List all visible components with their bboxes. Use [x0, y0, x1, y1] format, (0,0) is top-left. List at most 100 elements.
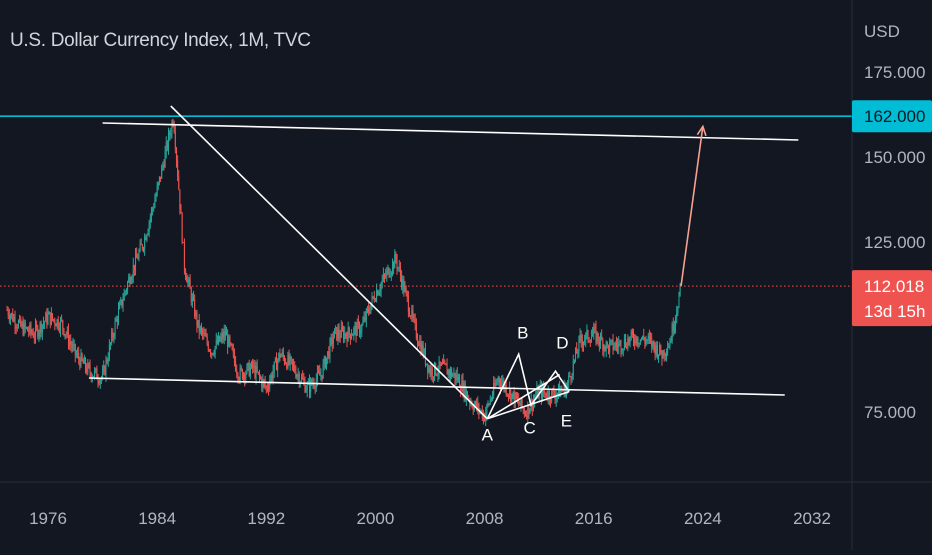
- candle-body: [293, 364, 295, 366]
- candle-body: [665, 353, 667, 355]
- candle-body: [667, 348, 669, 354]
- candle-body: [7, 310, 9, 316]
- candle-body: [517, 398, 519, 400]
- candle-body: [561, 390, 563, 392]
- candle-body: [343, 330, 345, 340]
- candle-body: [651, 338, 653, 347]
- candle-body: [453, 372, 455, 375]
- candle-body: [430, 368, 432, 376]
- candle-body: [464, 383, 466, 400]
- candle-body: [174, 131, 176, 149]
- candle-body: [675, 316, 677, 327]
- candle-body: [241, 369, 243, 379]
- candle-body: [494, 382, 496, 387]
- candle-body: [332, 338, 334, 345]
- candle-body: [95, 368, 97, 371]
- candle-body: [596, 333, 598, 342]
- candle-body: [326, 357, 328, 368]
- candle-body: [474, 401, 476, 406]
- candle-body: [212, 353, 214, 355]
- candle-body: [75, 354, 77, 356]
- candle-body: [407, 296, 409, 313]
- candle-body: [79, 359, 81, 367]
- candle-body: [363, 317, 365, 322]
- candle-body: [129, 277, 131, 284]
- candle-body: [329, 340, 331, 358]
- candle-body: [143, 248, 144, 250]
- candle-body: [34, 325, 36, 338]
- candle-body: [216, 339, 218, 344]
- candle-body: [382, 274, 384, 281]
- candle-body: [297, 374, 299, 376]
- candle-body: [46, 313, 48, 324]
- candle-body: [569, 375, 571, 377]
- candle-body: [423, 349, 425, 357]
- candle-body: [247, 362, 249, 365]
- candle-body: [580, 334, 582, 341]
- candle-body: [9, 315, 11, 320]
- candle-body: [528, 404, 530, 414]
- candle-body: [323, 357, 325, 364]
- candle-body: [50, 313, 52, 325]
- candle-body: [252, 361, 254, 368]
- candle-body: [94, 370, 96, 377]
- candle-body: [266, 387, 268, 389]
- candle-body: [97, 379, 99, 382]
- candle-body: [647, 335, 649, 340]
- candle-body: [157, 182, 159, 187]
- candle-body: [110, 342, 112, 345]
- candle-body: [179, 189, 181, 210]
- candle-body: [487, 403, 489, 405]
- trendline-diagonal: [170, 105, 488, 420]
- candle-body: [264, 381, 266, 387]
- candle-body: [527, 404, 529, 418]
- candle-body: [295, 371, 297, 378]
- candle-body: [335, 327, 337, 329]
- candle-body: [489, 399, 491, 405]
- candle-body: [256, 366, 258, 372]
- candle-body: [69, 341, 71, 345]
- candle-body: [102, 372, 104, 378]
- candle-body: [386, 271, 388, 277]
- candle-body: [314, 386, 316, 388]
- candle-body: [225, 334, 227, 336]
- candle-body: [658, 354, 660, 358]
- candle-body: [320, 375, 322, 377]
- candle-body: [224, 331, 226, 336]
- candle-body: [678, 294, 680, 308]
- candle-body: [301, 377, 303, 382]
- candle-body: [269, 381, 271, 389]
- candle-body: [235, 361, 237, 371]
- candle-body: [592, 333, 594, 337]
- candle-body: [328, 351, 330, 358]
- candle-body: [233, 352, 235, 362]
- candle-body: [221, 333, 223, 338]
- candle-body: [171, 122, 173, 134]
- candle-body: [178, 176, 180, 190]
- candle-body: [567, 382, 569, 389]
- candle-body: [511, 393, 513, 401]
- candle-body: [384, 274, 386, 276]
- candle-body: [23, 322, 25, 335]
- candle-body: [22, 323, 24, 335]
- candle-body: [385, 275, 387, 277]
- candle-body: [322, 363, 324, 378]
- candle-body: [471, 403, 473, 408]
- candle-body: [108, 344, 110, 360]
- candle-body: [465, 391, 467, 400]
- candle-body: [633, 334, 635, 342]
- candle-body: [395, 254, 397, 260]
- candle-body: [406, 291, 408, 297]
- x-tick-label: 1984: [138, 509, 176, 528]
- candle-body: [537, 388, 539, 398]
- candle-body: [243, 373, 245, 379]
- candle-body: [173, 124, 175, 132]
- candle-body: [147, 230, 149, 235]
- candle-body: [354, 325, 356, 329]
- candle-body: [191, 297, 193, 303]
- candle-body: [348, 327, 350, 334]
- candle-body: [381, 280, 383, 284]
- candle-body: [294, 365, 296, 372]
